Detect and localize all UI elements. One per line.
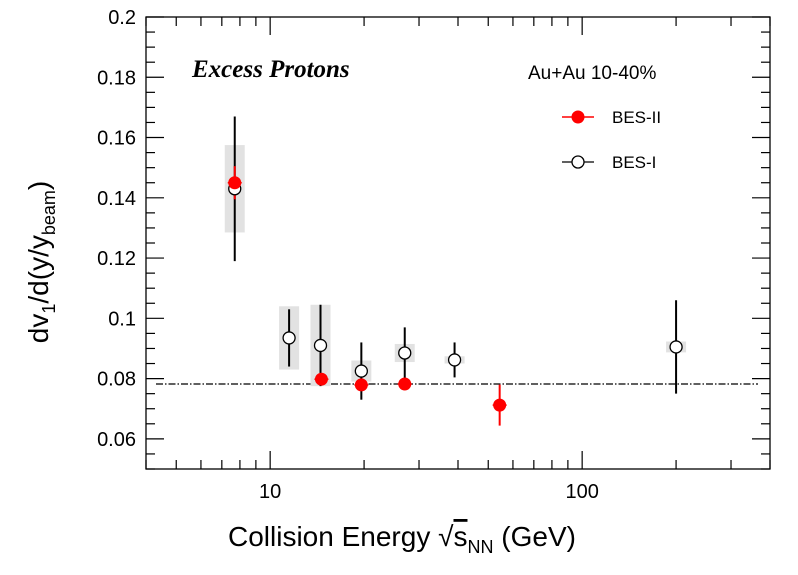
y-axis-title-main: dv <box>23 314 54 344</box>
x-axis-title-subscript: NN <box>467 537 493 557</box>
y-axis-title-end: ) <box>23 181 54 190</box>
error-bars-layer <box>227 116 678 426</box>
data-point-bes-i <box>669 340 683 354</box>
y-tick-label: 0.2 <box>108 7 136 29</box>
y-tick-label: 0.18 <box>97 67 136 89</box>
x-axis-title-unit: (GeV) <box>493 521 575 552</box>
data-point-bes-ii <box>314 372 328 386</box>
y-axis-title-sub2: beam <box>39 190 59 235</box>
data-point-bes-i <box>282 331 296 345</box>
y-tick-label: 0.16 <box>97 128 136 150</box>
collision-system-annotation: Au+Au 10-40% <box>528 63 656 84</box>
data-point-bes-i <box>354 364 368 378</box>
x-axis-title-main: Collision Energy <box>228 521 438 552</box>
y-tick-label: 0.08 <box>97 369 136 391</box>
y-tick-label: 0.06 <box>97 429 136 451</box>
legend-entry-bes-i: BES-I <box>562 153 656 172</box>
data-point-bes-ii <box>398 377 412 391</box>
data-point-bes-i <box>447 353 462 367</box>
y-tick-label: 0.1 <box>108 308 136 330</box>
chart-title: Excess Protons <box>191 56 350 83</box>
legend-entry-bes-ii: BES-II <box>562 108 661 127</box>
legend: BES-II BES-I <box>562 108 661 172</box>
data-point-bes-ii <box>493 398 507 412</box>
data-point-bes-i <box>398 346 412 360</box>
legend-marker-bes-ii <box>571 110 585 124</box>
y-axis-title-mid: /d(y/y <box>23 235 54 303</box>
sqrt-symbol: √ <box>438 521 454 552</box>
legend-marker-bes-i <box>571 155 585 169</box>
legend-label-bes-i: BES-I <box>612 153 656 172</box>
x-axis-title-s: s <box>453 521 467 552</box>
plot-frame <box>145 16 771 470</box>
y-axis-title: dv1/d(y/ybeam) <box>23 181 59 343</box>
x-tick-label: 10 <box>259 481 281 503</box>
data-point-bes-ii <box>354 378 368 392</box>
legend-label-bes-ii: BES-II <box>612 108 661 127</box>
y-tick-label: 0.14 <box>97 188 136 210</box>
data-point-bes-i <box>313 338 328 353</box>
y-axis-title-sub1: 1 <box>39 304 59 314</box>
x-axis-title: Collision Energy √sNN (GeV) <box>228 521 576 557</box>
markers-layer <box>228 176 683 412</box>
y-tick-label: 0.12 <box>97 248 136 270</box>
data-point-bes-ii <box>228 176 242 190</box>
x-tick-label: 100 <box>565 481 598 503</box>
